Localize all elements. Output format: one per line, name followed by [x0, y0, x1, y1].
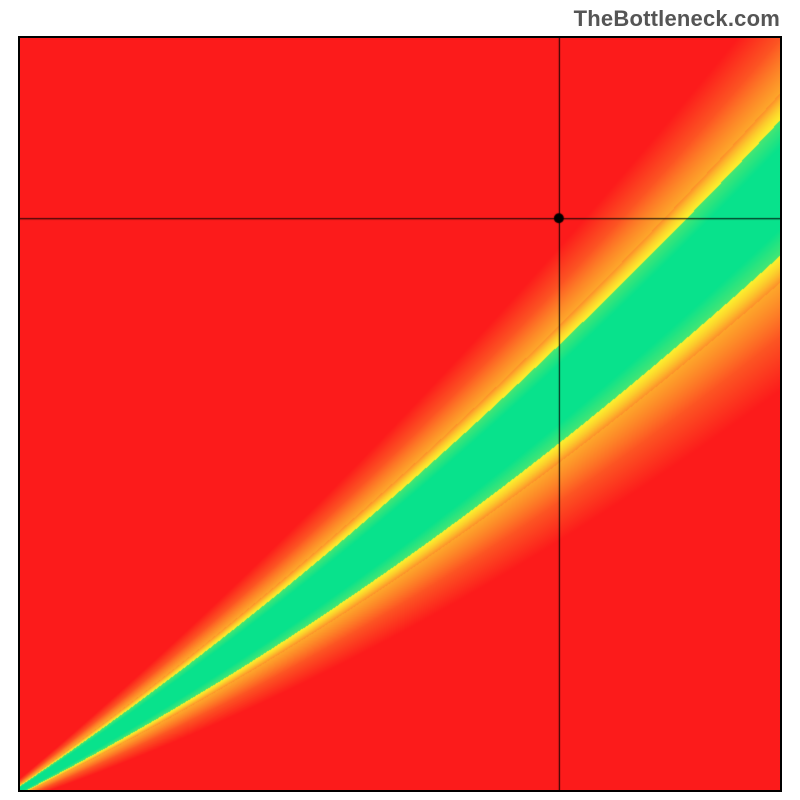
heatmap-plot	[18, 36, 782, 792]
heatmap-canvas	[20, 38, 780, 790]
watermark-text: TheBottleneck.com	[574, 6, 780, 32]
